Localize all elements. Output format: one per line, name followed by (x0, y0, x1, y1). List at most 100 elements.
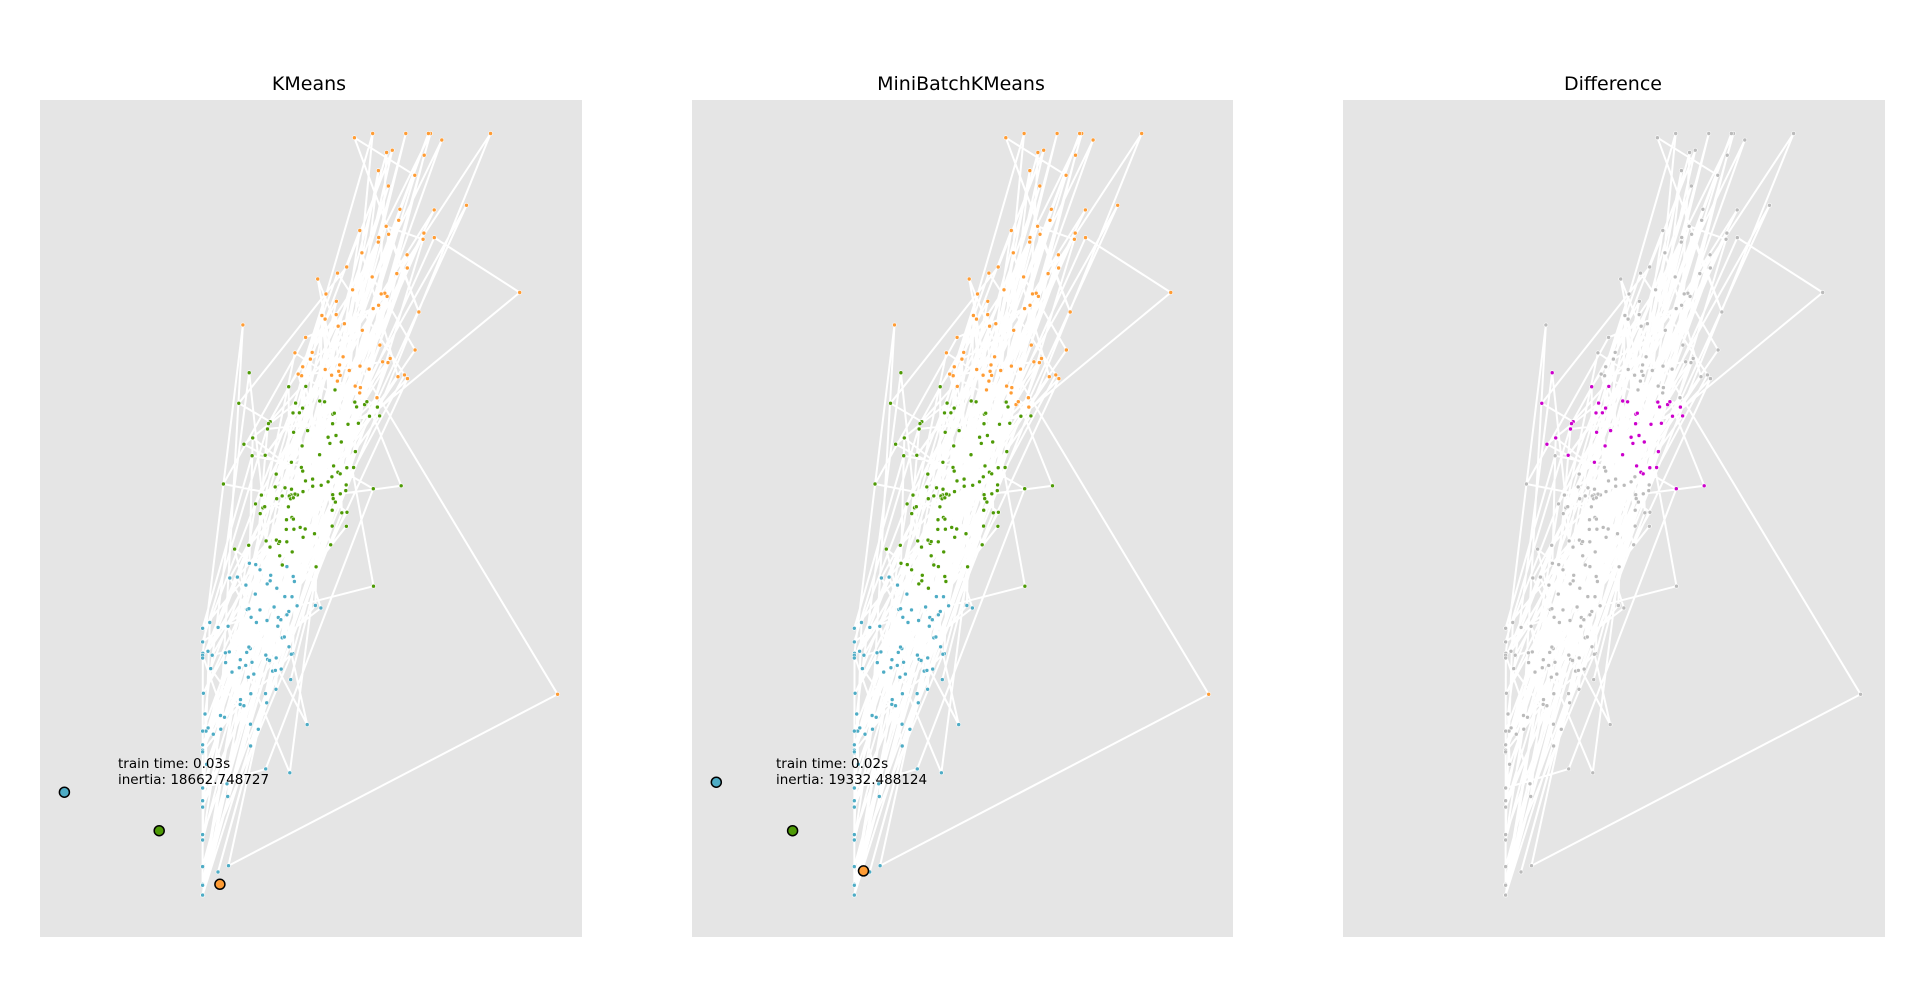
data-point (350, 287, 355, 293)
data-point (1603, 405, 1608, 411)
data-point (267, 544, 273, 550)
data-point (926, 585, 931, 591)
data-point (1655, 399, 1661, 405)
data-point (1549, 370, 1555, 376)
data-point (279, 493, 285, 499)
data-point (870, 726, 875, 732)
data-point (237, 665, 242, 671)
data-point (1621, 605, 1627, 611)
data-point (1504, 690, 1509, 696)
data-point (1791, 131, 1796, 136)
data-point (1630, 441, 1636, 446)
data-point (344, 264, 350, 270)
data-point (878, 649, 884, 655)
data-point (899, 721, 905, 727)
data-point (954, 478, 960, 484)
data-point (934, 485, 939, 491)
data-point (335, 378, 340, 384)
data-point (942, 495, 948, 501)
data-point (1686, 224, 1692, 229)
data-point (898, 370, 904, 376)
data-point (943, 526, 948, 532)
data-point (941, 594, 946, 600)
data-point (1689, 232, 1694, 237)
data-point (901, 659, 906, 665)
data-point (1549, 644, 1555, 650)
data-point (1551, 721, 1556, 727)
data-point (985, 298, 991, 304)
data-point (942, 516, 948, 522)
data-point (1580, 539, 1585, 544)
data-point (857, 648, 862, 654)
data-point (246, 644, 252, 650)
data-point (1581, 617, 1587, 623)
data-point (949, 525, 955, 530)
data-point (904, 591, 910, 597)
data-point (1767, 203, 1772, 208)
data-point (1526, 650, 1531, 656)
data-point (1535, 546, 1540, 552)
data-point (1556, 562, 1561, 567)
data-point (403, 131, 409, 136)
data-point (329, 372, 334, 378)
data-point (1576, 471, 1582, 477)
data-point (1606, 335, 1611, 340)
data-point (421, 152, 427, 158)
data-point (1566, 538, 1572, 544)
data-point (1005, 404, 1011, 410)
data-point (1566, 691, 1571, 696)
data-point (204, 761, 209, 767)
data-point (1521, 726, 1527, 732)
data-point (221, 481, 226, 487)
data-point (1576, 686, 1582, 692)
data-point (1527, 781, 1533, 787)
data-point (984, 499, 990, 505)
data-point (1562, 492, 1567, 498)
data-point (1707, 252, 1713, 258)
data-point (284, 539, 290, 545)
data-point (387, 356, 393, 361)
data-point (851, 832, 857, 837)
data-point (1647, 465, 1653, 471)
data-point (286, 384, 292, 390)
data-point (291, 429, 296, 435)
data-point (289, 549, 295, 555)
data-point (241, 703, 247, 709)
data-point (274, 496, 280, 502)
data-point (942, 574, 948, 579)
data-point (404, 252, 410, 258)
data-point (1653, 287, 1658, 293)
data-point (1512, 652, 1518, 658)
data-point (904, 562, 910, 567)
data-point (1603, 468, 1608, 474)
data-point (200, 798, 205, 804)
data-point (300, 364, 306, 370)
data-point (895, 582, 900, 588)
data-point (1054, 131, 1060, 136)
data-point (1634, 463, 1639, 469)
data-point (1056, 265, 1061, 271)
data-point (1670, 413, 1675, 419)
data-point (1503, 892, 1508, 898)
data-point (329, 474, 335, 480)
data-point (338, 439, 344, 445)
data-point (985, 312, 991, 317)
data-point (302, 526, 308, 532)
data-point (1003, 135, 1009, 140)
data-point (928, 553, 934, 559)
data-point (869, 713, 875, 718)
data-point (420, 237, 426, 242)
data-point (1503, 882, 1508, 888)
data-point (1027, 168, 1033, 173)
data-point (1115, 203, 1120, 208)
data-point (893, 441, 898, 447)
data-point (376, 168, 381, 173)
data-point (318, 482, 324, 488)
data-point (1026, 395, 1031, 401)
data-point (232, 546, 237, 552)
data-point (894, 663, 900, 668)
data-point (1004, 383, 1009, 389)
data-point (1594, 429, 1599, 435)
data-point (288, 677, 294, 682)
data-point (1569, 421, 1574, 426)
